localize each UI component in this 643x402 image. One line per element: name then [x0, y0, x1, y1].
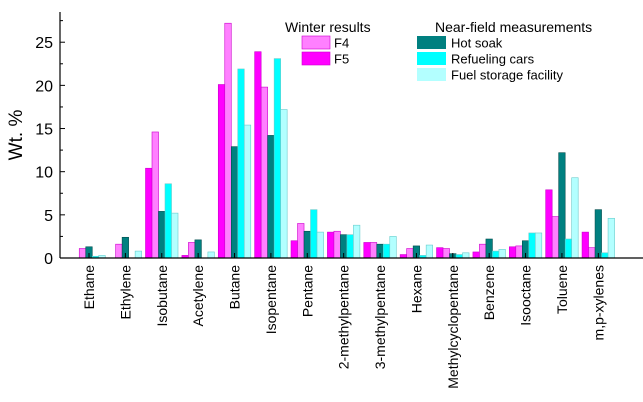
bar-refueling-cars-4: [237, 68, 245, 259]
bar-fuel-storage-facility-11: [498, 249, 506, 259]
bar-f5-8: [363, 242, 371, 259]
bar-f4-2: [151, 131, 159, 259]
bar-f4-5: [260, 86, 268, 259]
bar-refueling-cars-6: [310, 209, 318, 259]
bar-f5-5: [254, 51, 262, 259]
legend-title: Winter results: [285, 19, 371, 35]
bar-f4-3: [188, 242, 196, 259]
bar-f5-12: [508, 246, 517, 259]
bar-hot-soak-5: [267, 135, 275, 259]
legend-label: Hot soak: [451, 36, 503, 51]
bar-hot-soak-14: [594, 209, 602, 259]
bar-f5-14: [581, 231, 589, 259]
x-tick-label: Ethylene: [117, 265, 133, 320]
y-tick-label: 5: [44, 208, 53, 225]
bar-f4-11: [479, 243, 487, 259]
x-tick-label: Acetylene: [190, 265, 206, 327]
x-tick-label: Benzene: [481, 265, 497, 320]
bar-refueling-cars-8: [382, 243, 391, 259]
bar-fuel-storage-facility-8: [389, 236, 397, 259]
legend-label: Refueling cars: [451, 52, 535, 67]
bar-refueling-cars-2: [164, 183, 172, 259]
y-tick-label: 25: [35, 35, 53, 52]
bar-fuel-storage-facility-2: [171, 212, 179, 259]
legend-swatch-refueling-cars: [417, 52, 446, 65]
bar-f5-11: [472, 251, 480, 259]
bar-f4-10: [442, 248, 450, 259]
y-tick-label: 10: [35, 165, 53, 182]
bar-f5-10: [436, 247, 444, 259]
x-tick-label: Isobutane: [154, 265, 170, 327]
bar-f4-4: [224, 22, 232, 259]
bar-fuel-storage-facility-14: [607, 217, 615, 259]
bar-hot-soak-13: [558, 152, 566, 259]
bar-f5-6: [290, 240, 298, 259]
legend-swatch-f4: [301, 35, 331, 50]
bars-layer: [78, 22, 615, 259]
x-tick-label: Isooctane: [518, 265, 534, 326]
bar-fuel-storage-facility-10: [462, 252, 470, 259]
bar-f4-7: [333, 230, 341, 259]
bar-refueling-cars-11: [492, 250, 500, 259]
x-tick-label: Methylcyclopentane: [445, 265, 461, 389]
bar-f4-8: [369, 242, 378, 259]
y-ticks: 0 5 10 15 20 25: [35, 20, 65, 268]
bar-f4-0: [78, 248, 87, 259]
bar-f4-12: [515, 245, 523, 259]
legend-label: Fuel storage facility: [451, 68, 563, 83]
x-tick-label: Isopentane: [263, 265, 279, 334]
bar-refueling-cars-13: [564, 238, 572, 259]
bar-hot-soak-2: [158, 211, 166, 259]
y-tick-label: 20: [35, 78, 53, 95]
bar-fuel-storage-facility-9: [425, 244, 433, 259]
bar-f5-2: [145, 167, 153, 259]
bar-fuel-storage-facility-1: [134, 250, 142, 259]
bar-fuel-storage-facility-6: [316, 231, 324, 259]
bar-f4-6: [297, 223, 305, 259]
bar-fuel-storage-facility-3: [207, 251, 215, 259]
bar-refueling-cars-14: [601, 252, 609, 259]
legend-swatch-hot-soak: [417, 36, 446, 49]
legend-swatch-f5: [301, 51, 331, 66]
bar-f5-7: [327, 231, 335, 259]
bar-f5-4: [217, 84, 226, 259]
legend-title: Near-field measurements: [435, 19, 592, 35]
bar-fuel-storage-facility-4: [243, 124, 252, 259]
x-tick-label: 2-methylpentane: [336, 265, 352, 370]
y-axis-label: Wt. %: [6, 110, 27, 161]
x-tick-label: Pentane: [299, 265, 315, 317]
bar-refueling-cars-12: [528, 232, 536, 259]
x-tick-label: m,p-xylenes: [590, 265, 606, 340]
legend-label: F5: [334, 52, 349, 67]
bar-fuel-storage-facility-7: [353, 224, 361, 259]
bar-f4-14: [588, 247, 596, 259]
legend-label: F4: [334, 36, 349, 51]
x-tick-label: Butane: [227, 265, 243, 310]
bar-f4-13: [551, 216, 559, 259]
bar-fuel-storage-facility-12: [534, 232, 543, 259]
x-tick-label: 3-methylpentane: [372, 265, 388, 370]
bar-f4-1: [115, 243, 123, 259]
bar-f4-9: [406, 248, 414, 259]
y-tick-label: 0: [44, 251, 53, 268]
y-tick-label: 15: [35, 122, 53, 139]
bar-f5-13: [545, 189, 553, 259]
bar-fuel-storage-facility-13: [571, 177, 579, 259]
x-tick-label: Ethane: [81, 265, 97, 310]
bar-hot-soak-4: [230, 146, 239, 259]
x-ticks: Ethane Ethylene Isobutane Acetylene Butane Is…: [81, 253, 606, 389]
x-tick-label: Hexane: [408, 265, 424, 313]
x-tick-label: Toluene: [554, 265, 570, 314]
legend-swatch-fuel-storage-facility: [417, 68, 446, 81]
bar-refueling-cars-7: [346, 234, 354, 259]
bar-fuel-storage-facility-5: [280, 109, 288, 259]
bar-refueling-cars-5: [273, 58, 281, 259]
